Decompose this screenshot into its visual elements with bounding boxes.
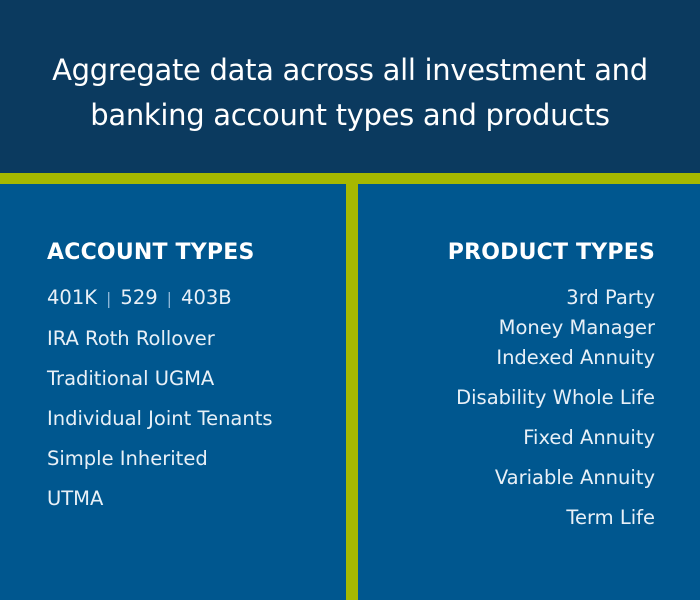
- header-banner: Aggregate data across all investment and…: [0, 0, 700, 173]
- list-item: Simple Inherited: [47, 447, 208, 470]
- headline-line-1: Aggregate data across all investment and: [52, 53, 648, 87]
- list-item: Individual Joint Tenants: [47, 407, 273, 430]
- account-types-first-row: 401K | 529 | 403B: [47, 278, 273, 319]
- list-item: IRA Roth Rollover: [47, 327, 215, 350]
- list-item: 403B: [181, 286, 232, 309]
- list-item: Term Life: [566, 506, 655, 529]
- list-item: 3rd Party: [566, 286, 655, 309]
- account-types-column: ACCOUNT TYPES 401K | 529 | 403B IRA Roth Rol…: [47, 236, 273, 519]
- headline: Aggregate data across all investment and…: [0, 48, 700, 138]
- list-item: Money Manager: [498, 316, 655, 339]
- list-item: Variable Annuity: [494, 466, 655, 489]
- product-types-column: PRODUCT TYPES 3rd Party Money Manager In…: [448, 236, 655, 538]
- separator: |: [106, 289, 112, 308]
- list-item: 401K: [47, 286, 98, 309]
- list-item: UTMA: [47, 487, 104, 510]
- account-types-heading: ACCOUNT TYPES: [47, 240, 255, 265]
- list-item: 529: [120, 286, 158, 309]
- list-item: Disability Whole Life: [456, 386, 655, 409]
- headline-line-2: banking account types and products: [90, 98, 610, 132]
- list-item: Fixed Annuity: [523, 426, 655, 449]
- product-types-heading: PRODUCT TYPES: [447, 240, 655, 265]
- list-item: Traditional UGMA: [47, 367, 215, 390]
- list-item: Indexed Annuity: [496, 346, 655, 369]
- horizontal-divider: [0, 173, 700, 184]
- vertical-divider: [346, 184, 358, 600]
- separator: |: [166, 289, 173, 308]
